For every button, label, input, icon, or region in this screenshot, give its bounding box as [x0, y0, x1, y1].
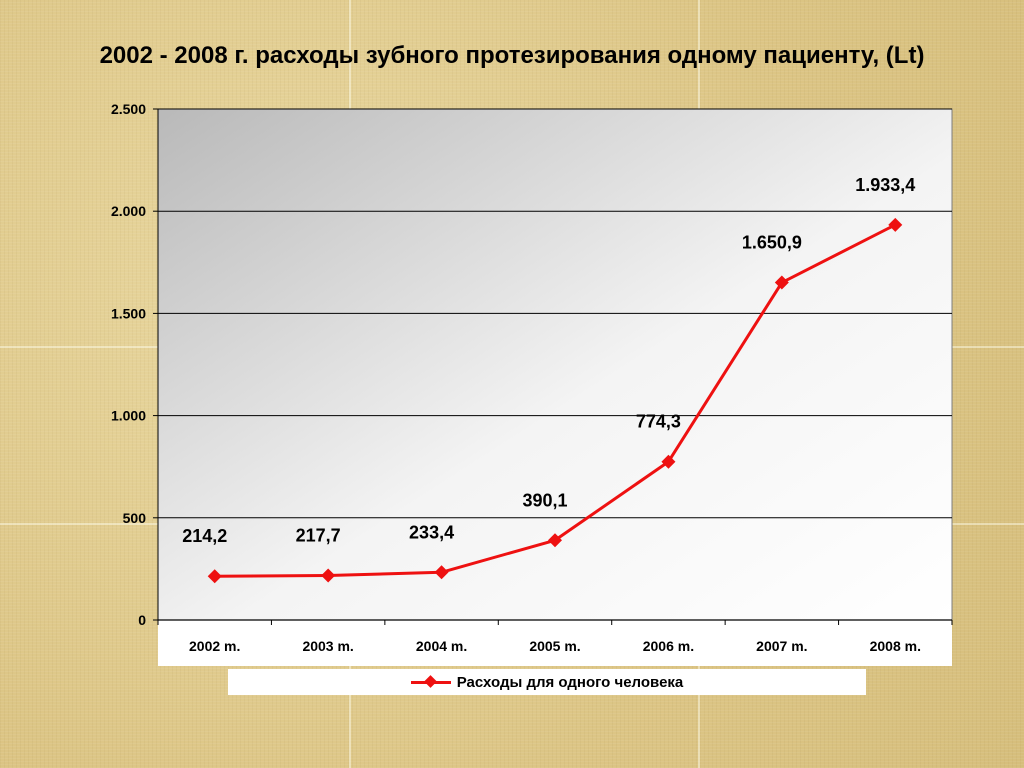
x-tick-label: 2002 m. [189, 638, 240, 654]
y-tick-label: 500 [123, 510, 147, 526]
legend: Расходы для одного человека [228, 669, 866, 695]
x-tick-label: 2006 m. [643, 638, 694, 654]
x-tick-label: 2005 m. [529, 638, 580, 654]
x-tick-label: 2007 m. [756, 638, 807, 654]
x-tick-label: 2003 m. [302, 638, 353, 654]
data-point [207, 569, 222, 584]
y-tick-label: 2.500 [111, 101, 146, 117]
data-point [661, 454, 676, 469]
data-label: 214,2 [182, 526, 227, 546]
x-tick-label: 2008 m. [870, 638, 921, 654]
data-label: 390,1 [522, 490, 567, 510]
data-label: 217,7 [296, 526, 341, 546]
data-label: 774,3 [636, 412, 681, 432]
data-point [548, 533, 562, 548]
data-label: 1.650,9 [742, 233, 802, 253]
legend-series-marker [410, 675, 451, 689]
x-tick-label: 2004 m. [416, 638, 467, 654]
y-tick-label: 1.500 [111, 305, 146, 321]
legend-series-label: Расходы для одного человека [456, 673, 684, 691]
y-tick-label: 1.000 [111, 408, 146, 424]
data-point [434, 565, 449, 580]
data-label: 1.933,4 [855, 175, 915, 195]
data-label: 233,4 [409, 522, 454, 542]
data-point [888, 217, 903, 232]
chart-title: 2002 - 2008 г. расходы зубного протезиро… [99, 42, 925, 69]
data-point [321, 568, 336, 583]
y-tick-label: 2.000 [111, 203, 146, 219]
y-tick-label: 0 [138, 612, 146, 628]
data-point [774, 275, 789, 290]
